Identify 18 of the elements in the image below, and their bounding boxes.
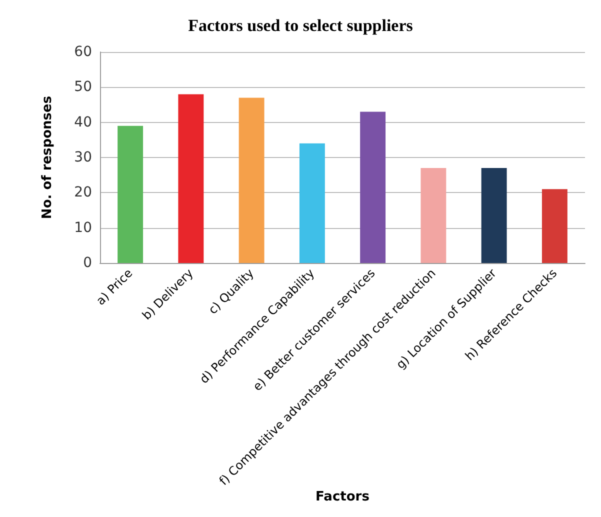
bar bbox=[481, 168, 507, 263]
y-axis-title: No. of responses bbox=[40, 96, 55, 220]
bar bbox=[420, 168, 446, 263]
y-tick-label: 40 bbox=[74, 114, 92, 130]
x-axis-title: Factors bbox=[316, 490, 370, 505]
y-tick-label: 50 bbox=[74, 79, 92, 96]
bar bbox=[178, 94, 204, 263]
y-tick-label: 30 bbox=[74, 150, 92, 166]
y-tick-label: 10 bbox=[74, 220, 92, 236]
bar bbox=[118, 126, 144, 263]
bar bbox=[542, 189, 568, 263]
y-tick-label: 60 bbox=[74, 44, 92, 60]
bar bbox=[238, 98, 264, 263]
chart-title: Factors used to select suppliers bbox=[188, 16, 414, 35]
bar bbox=[360, 112, 386, 263]
bar bbox=[299, 143, 325, 263]
y-tick-label: 0 bbox=[83, 255, 92, 271]
y-tick-label: 20 bbox=[74, 184, 92, 201]
